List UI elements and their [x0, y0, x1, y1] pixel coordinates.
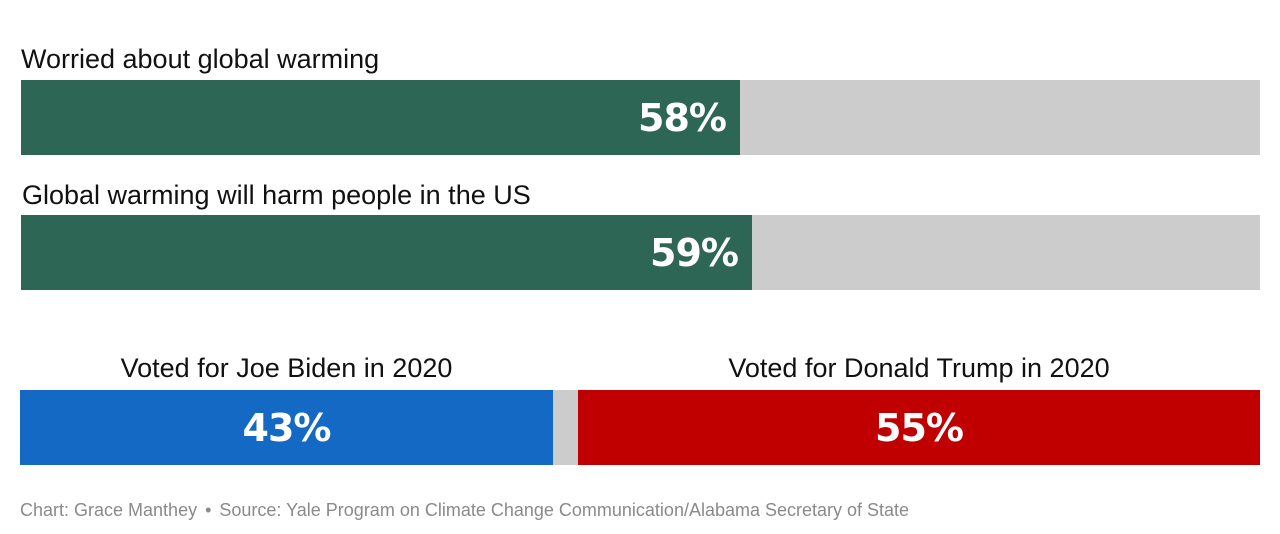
bar-worried	[21, 80, 740, 155]
bar-track-worried: 58%	[21, 80, 1260, 155]
row-label-worried: Worried about global warming	[21, 44, 380, 74]
vote-bar-trump: 55%	[578, 390, 1260, 465]
vote-label-trump: Voted for Donald Trump in 2020	[728, 353, 1110, 383]
bar-harm	[21, 215, 752, 290]
bar-track-harm: 59%	[21, 215, 1260, 290]
vote-bar-track: 43% 55%	[20, 390, 1260, 465]
chart-credit: Chart: Grace Manthey	[20, 500, 198, 520]
vote-bar-biden: 43%	[20, 390, 553, 465]
vote-value-label-trump: 55%	[875, 405, 964, 450]
bar-value-label-worried: 58%	[638, 95, 727, 140]
chart-footer: Chart: Grace Manthey • Source: Yale Progra…	[20, 501, 909, 519]
footer-separator: •	[205, 500, 212, 520]
bar-value-label-harm: 59%	[650, 230, 739, 275]
vote-value-label-biden: 43%	[242, 405, 332, 450]
vote-label-biden: Voted for Joe Biden in 2020	[120, 353, 453, 383]
chart-source: Source: Yale Program on Climate Change C…	[219, 500, 910, 520]
row-label-harm: Global warming will harm people in the U…	[22, 180, 531, 210]
